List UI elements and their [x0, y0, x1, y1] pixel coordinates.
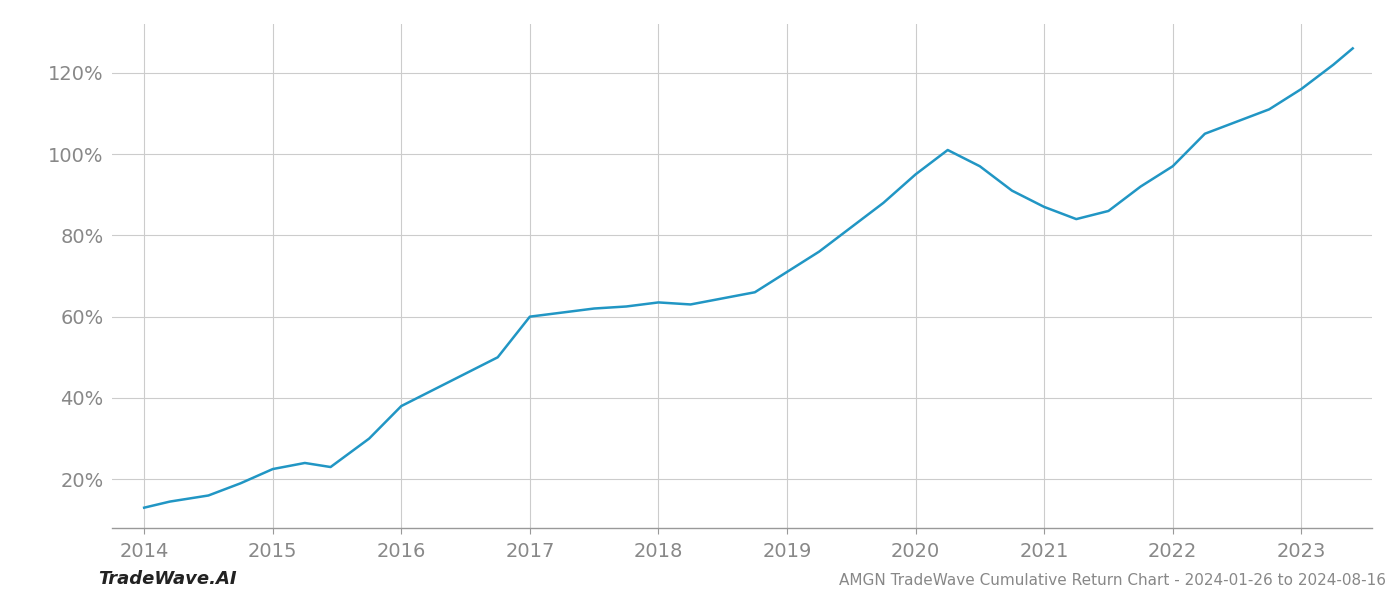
- Text: TradeWave.AI: TradeWave.AI: [98, 570, 237, 588]
- Text: AMGN TradeWave Cumulative Return Chart - 2024-01-26 to 2024-08-16: AMGN TradeWave Cumulative Return Chart -…: [839, 573, 1386, 588]
